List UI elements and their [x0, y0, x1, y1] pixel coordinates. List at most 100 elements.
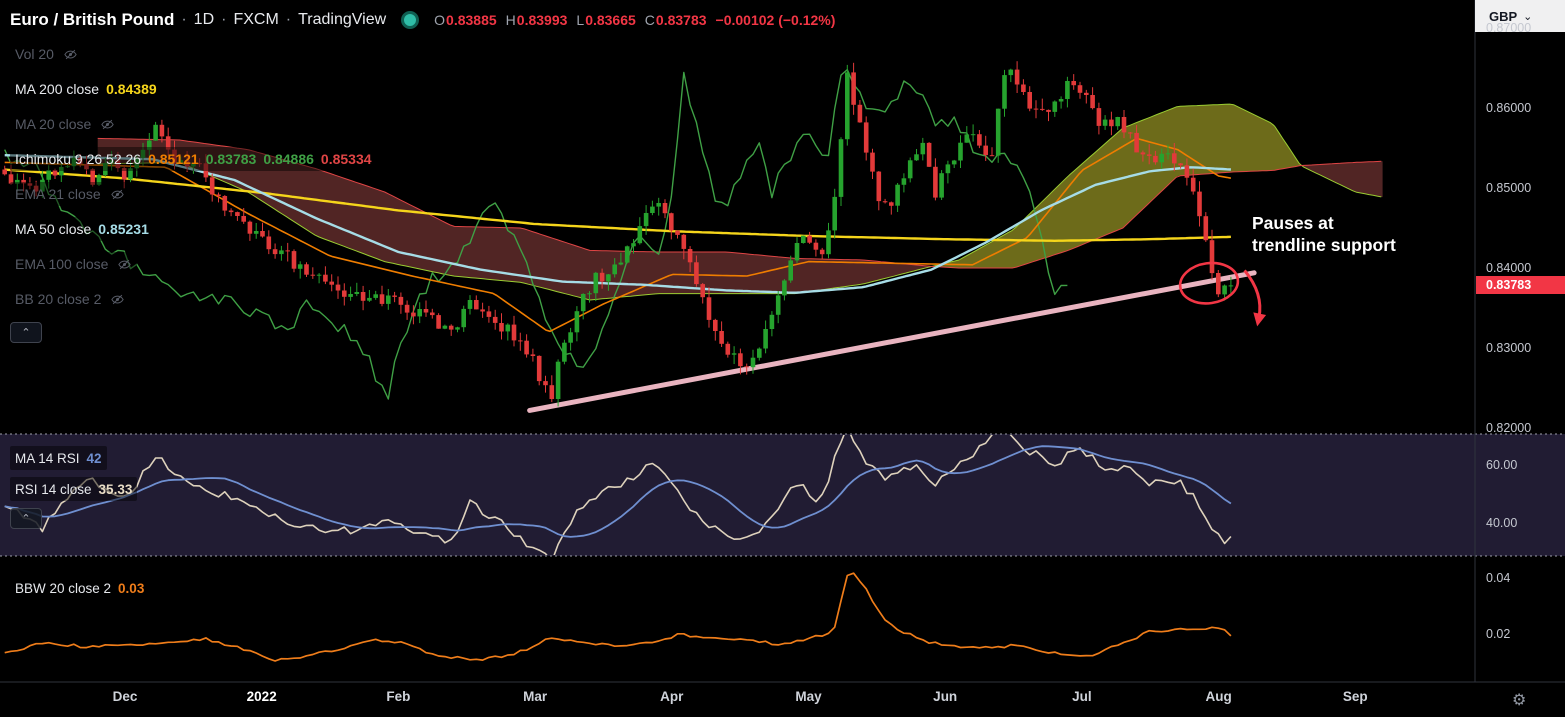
rsi-ma-value: 42: [86, 450, 102, 466]
separator-dot: ·: [285, 11, 292, 28]
ohlc-high-label: H: [505, 12, 516, 28]
rsi-ma-label: MA 14 RSI: [15, 450, 80, 466]
indicator-legend-list: Vol 20 MA 200 close 0.84389 MA 20 close Ichi…: [10, 42, 835, 311]
indicator-row[interactable]: MA 200 close 0.84389: [10, 77, 162, 101]
time-axis-label: Jun: [933, 689, 958, 704]
annotation-line-1: Pauses at: [1252, 213, 1334, 233]
ohlc-close: C 0.83783: [645, 12, 707, 28]
indicator-label: Vol 20: [15, 46, 54, 62]
ohlc-open: O 0.83885: [434, 12, 497, 28]
indicator-label: Ichimoku 9 26 52 26: [15, 151, 142, 167]
collapse-rsi-pane-button[interactable]: ⌃: [10, 508, 42, 529]
ohlc-open-label: O: [434, 12, 446, 28]
indicator-row[interactable]: MA 50 close 0.85231: [10, 217, 154, 241]
indicator-value: 0.85231: [98, 221, 149, 237]
time-axis-label: Sep: [1342, 689, 1368, 704]
chart-header: Euro / British Pound · 1D · FXCM · Tradi…: [10, 6, 835, 34]
time-axis-label: Jul: [1072, 689, 1092, 704]
indicator-row[interactable]: RSI 14 close 35.33: [10, 477, 138, 501]
indicator-row[interactable]: Vol 20: [10, 42, 83, 66]
axis-label: 60.00: [1486, 458, 1518, 472]
time-axis-label: Aug: [1205, 689, 1232, 704]
ohlc-low: L 0.83665: [576, 12, 635, 28]
ohlc-high-value: 0.83993: [516, 12, 568, 28]
eye-off-icon[interactable]: [63, 47, 78, 62]
indicator-value: 0.84886: [263, 151, 314, 167]
chevron-down-icon: ⌄: [1523, 10, 1533, 23]
indicator-label: MA 200 close: [15, 81, 100, 97]
chevron-up-icon: ⌃: [21, 327, 31, 339]
axis-label: 0.84000: [1486, 261, 1532, 275]
indicator-label: BB 20 close 2: [15, 291, 102, 307]
ohlc-close-label: C: [644, 12, 655, 28]
ohlc-close-value: 0.83783: [655, 12, 707, 28]
time-axis-label: May: [795, 689, 822, 704]
time-axis-label: Dec: [112, 689, 138, 704]
annotation-text: Pauses at trendline support: [1252, 212, 1396, 256]
ohlc-high: H 0.83993: [506, 12, 568, 28]
chevron-up-icon: ⌃: [21, 513, 31, 525]
symbol-title[interactable]: Euro / British Pound: [10, 10, 175, 29]
indicator-row[interactable]: MA 14 RSI 42: [10, 446, 107, 470]
ohlc-open-value: 0.83885: [446, 12, 497, 28]
currency-label: GBP: [1489, 8, 1518, 24]
separator-dot: ·: [221, 11, 227, 28]
bbw-value: 0.03: [118, 580, 145, 596]
time-axis[interactable]: Dec 2022 Feb Mar Apr May Jun Jul Aug Sep: [0, 682, 1475, 717]
indicator-value: 0.85121: [148, 151, 199, 167]
indicator-row[interactable]: EMA 100 close: [10, 252, 138, 276]
currency-selector[interactable]: GBP ⌄: [1475, 0, 1565, 32]
axis-label: 0.83000: [1486, 341, 1532, 355]
indicator-label: EMA 21 close: [15, 186, 101, 202]
bbw-pane-legend: BBW 20 close 2 0.03: [10, 576, 150, 611]
rsi-pane-legend: MA 14 RSI 42 RSI 14 close 35.33 ⌃: [10, 446, 138, 529]
eye-off-icon[interactable]: [100, 117, 115, 132]
rsi-label: RSI 14 close: [15, 481, 92, 497]
platform-label[interactable]: TradingView: [298, 11, 387, 28]
main-chart-legend: Euro / British Pound · 1D · FXCM · Tradi…: [10, 6, 835, 343]
time-axis-label: Apr: [660, 689, 684, 704]
time-axis-label: Mar: [523, 689, 548, 704]
ohlc-low-label: L: [576, 12, 585, 28]
price-axis[interactable]: GBP ⌄ 0.87000 0.86000 0.85000 0.84000 0.8300…: [1475, 0, 1565, 717]
time-axis-label: 2022: [246, 689, 277, 704]
axis-label: 0.85000: [1486, 181, 1532, 195]
market-status-icon: [401, 11, 420, 29]
indicator-row[interactable]: EMA 21 close: [10, 182, 130, 206]
indicator-value: 0.83783: [205, 151, 257, 167]
axis-label: 0.02: [1486, 627, 1511, 641]
axis-label: 0.04: [1486, 571, 1511, 585]
indicator-value: 0.85334: [320, 151, 372, 167]
time-axis-label: Feb: [386, 689, 411, 704]
last-price-badge: 0.83783: [1476, 276, 1565, 295]
gear-glyph: ⚙: [1512, 692, 1527, 709]
indicator-value: 0.84389: [106, 81, 157, 97]
exchange-label[interactable]: FXCM: [233, 11, 279, 28]
indicator-row[interactable]: BB 20 close 2: [10, 287, 131, 311]
separator-dot: ·: [181, 11, 187, 28]
eye-off-icon[interactable]: [117, 257, 132, 272]
axis-label: 40.00: [1486, 516, 1518, 530]
indicator-label: MA 20 close: [15, 116, 92, 132]
axis-label: 0.87000: [1486, 21, 1532, 35]
settings-gear-icon[interactable]: ⚙: [1512, 690, 1526, 710]
indicator-label: MA 50 close: [15, 221, 92, 237]
ohlc-change-value: −0.00102 (−0.12%): [715, 12, 836, 28]
ohlc-low-value: 0.83665: [585, 12, 636, 28]
indicator-row[interactable]: Ichimoku 9 26 52 26 0.85121 0.83783 0.84886…: [10, 147, 377, 171]
indicator-row[interactable]: BBW 20 close 2 0.03: [10, 576, 150, 600]
eye-off-icon[interactable]: [110, 187, 125, 202]
indicator-row[interactable]: MA 20 close: [10, 112, 121, 136]
bbw-label: BBW 20 close 2: [15, 580, 112, 596]
axis-label: 0.82000: [1486, 421, 1532, 435]
eye-off-icon[interactable]: [110, 292, 125, 307]
rsi-value: 35.33: [98, 481, 133, 497]
interval-button[interactable]: 1D: [193, 11, 215, 28]
ohlc-readout: O 0.83885 H 0.83993 L 0.83665 C 0.83783 −0.0…: [434, 12, 835, 28]
collapse-main-pane-button[interactable]: ⌃: [10, 322, 42, 343]
indicator-label: EMA 100 close: [15, 256, 109, 272]
axis-label: 0.86000: [1486, 101, 1532, 115]
annotation-line-2: trendline support: [1252, 235, 1396, 255]
